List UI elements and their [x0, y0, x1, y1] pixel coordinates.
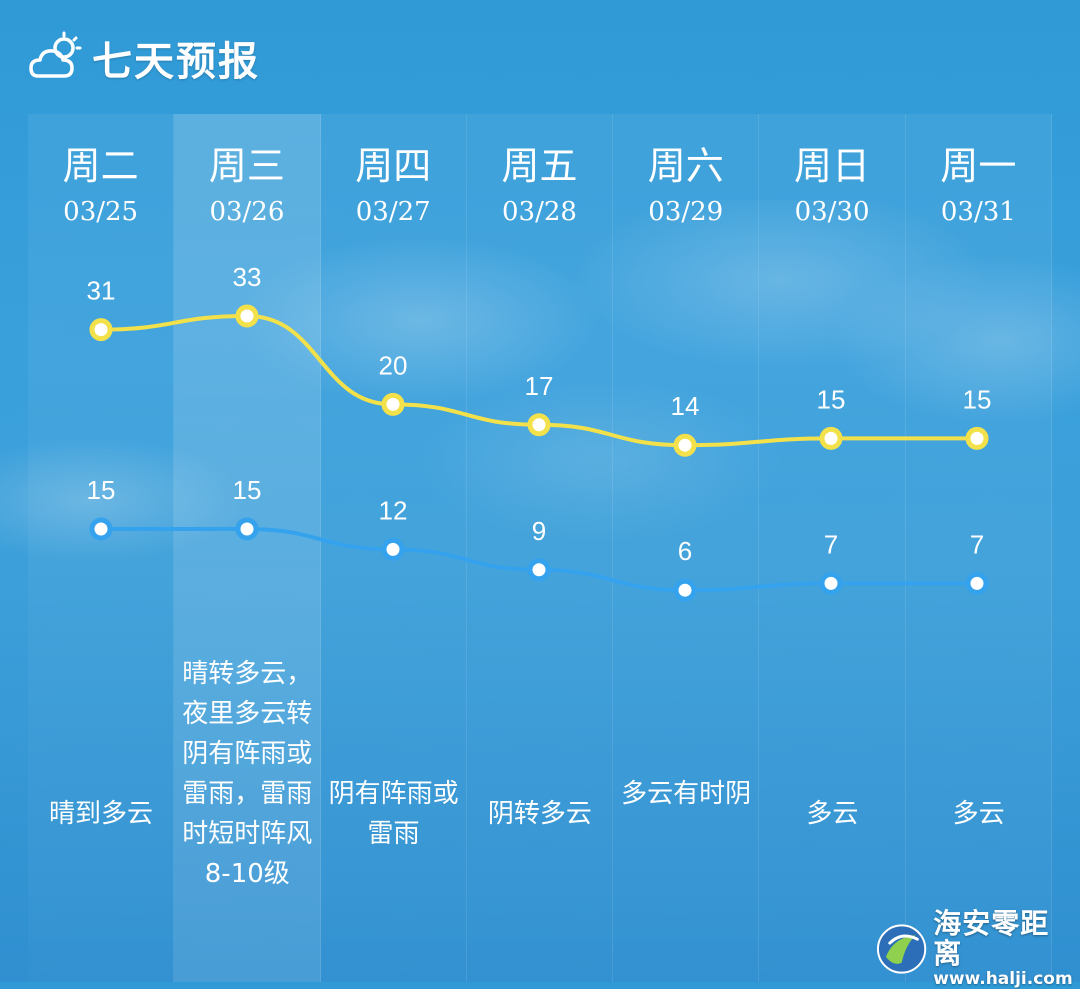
- day-weather-description: 多云: [952, 799, 1005, 829]
- partly-cloudy-icon: [29, 31, 82, 78]
- day-date: 03/29: [648, 197, 724, 227]
- day-weather-description: 多云有时阴: [621, 779, 752, 809]
- watermark-url: www.halji.com: [933, 969, 1073, 989]
- watermark-logo-icon: [876, 924, 927, 974]
- day-column[interactable]: 周五 03/28 阴转多云: [466, 114, 614, 982]
- day-weekday: 周六: [647, 144, 724, 188]
- day-weekday: 周三: [208, 144, 285, 188]
- day-weather-description: 晴转多云，夜里多云转阴有阵雨或雷雨，雷雨时短时阵风8-10级: [182, 659, 313, 889]
- day-date: 03/27: [355, 197, 431, 227]
- day-column[interactable]: 周二 03/25 晴到多云: [28, 114, 175, 982]
- day-weather-description: 阴转多云: [487, 799, 592, 829]
- day-date: 03/30: [794, 197, 870, 227]
- day-date: 03/28: [502, 197, 577, 227]
- watermark-name: 海安零距离: [933, 907, 1050, 970]
- day-weather-description: 晴到多云: [48, 799, 153, 829]
- page-title: 七天预报: [92, 39, 260, 85]
- day-weekday: 周二: [62, 144, 139, 188]
- day-weekday: 周五: [501, 144, 578, 188]
- day-weekday: 周日: [794, 144, 871, 188]
- day-date: 03/31: [940, 197, 1016, 227]
- day-column[interactable]: 周四 03/27 阴有阵雨或雷雨: [320, 114, 467, 982]
- day-date: 03/26: [209, 197, 285, 227]
- day-weather-description: 阴有阵雨或雷雨: [328, 779, 459, 849]
- day-weekday: 周一: [940, 144, 1017, 188]
- forecast-columns: 周二 03/25 晴到多云 周三 03/26 晴转多云，夜里多云转阴有阵雨或雷雨，雷雨时短…: [28, 114, 1052, 982]
- day-column[interactable]: 周日 03/30 多云: [759, 114, 906, 982]
- day-column[interactable]: 周一 03/31 多云: [905, 114, 1052, 982]
- day-weekday: 周四: [355, 144, 432, 188]
- forecast-header: 七天预报: [28, 28, 260, 88]
- day-weather-description: 多云: [806, 799, 859, 829]
- day-date: 03/25: [63, 197, 139, 227]
- day-column[interactable]: 周三 03/26 晴转多云，夜里多云转阴有阵雨或雷雨，雷雨时短时阵风8-10级: [174, 114, 321, 982]
- day-column[interactable]: 周六 03/29 多云有时阴: [613, 114, 760, 982]
- watermark: 海安零距离 www.halji.com: [876, 909, 1076, 989]
